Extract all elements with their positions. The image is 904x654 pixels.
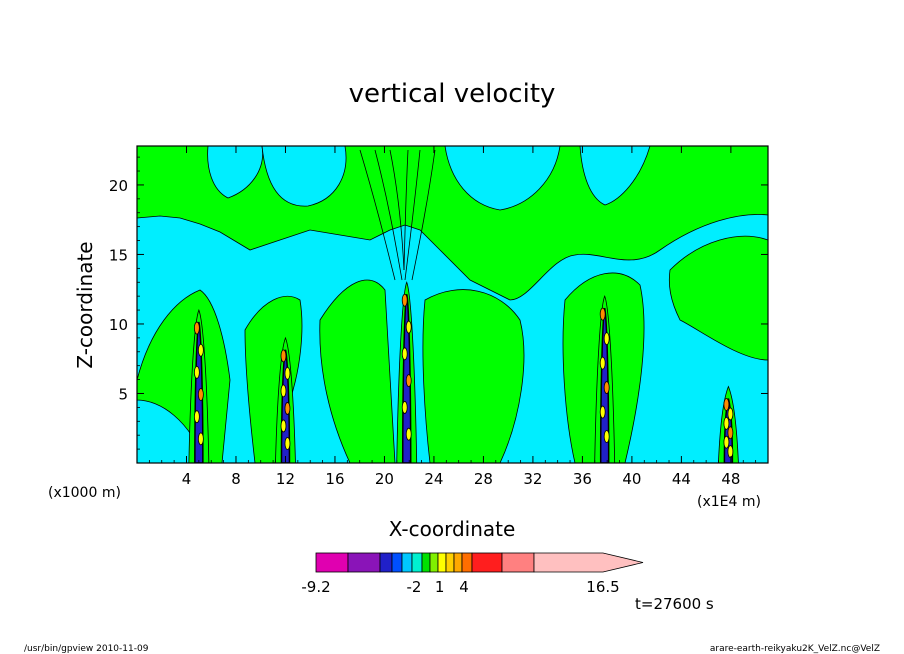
- y-axis: 5 10 15 20: [109, 156, 768, 450]
- contour-region: [668, 235, 768, 361]
- x-unit-right: (x1E4 m): [697, 494, 761, 510]
- colorbar-segment: [421, 552, 431, 573]
- colorbar-segment: [461, 552, 473, 573]
- colorbar-label: -9.2: [301, 578, 330, 596]
- x-axis: 4 8 12 16 20 24 28 32 36 40 44 48: [148, 146, 757, 488]
- colorbar-segment: [315, 552, 349, 573]
- updraft-core: [718, 385, 739, 463]
- x-tick-label: 48: [721, 470, 740, 488]
- contour-region: [207, 146, 264, 199]
- y-tick-label: 10: [109, 316, 128, 334]
- x-tick-label: 24: [424, 470, 443, 488]
- updraft-core: [188, 308, 210, 463]
- x-tick-label: 32: [523, 470, 542, 488]
- x-tick-label: 4: [182, 470, 192, 488]
- x-tick-label: 8: [231, 470, 241, 488]
- time-label: t=27600 s: [635, 595, 714, 613]
- colorbar-segment: [445, 552, 455, 573]
- footer-right: arare-earth-reikyaku2K_VelZ.nc@VelZ: [710, 644, 880, 654]
- colorbar-label: 1: [435, 578, 445, 596]
- colorbar: [315, 552, 644, 573]
- colorbar-segment: [453, 552, 463, 573]
- plot-frame: [136, 145, 769, 464]
- colorbar-segment: [379, 552, 393, 573]
- x-axis-label: X-coordinate: [389, 517, 516, 541]
- contour-fills: [137, 146, 768, 463]
- contour-region: [422, 289, 525, 463]
- colorbar-segment: [429, 552, 439, 573]
- colorbar-label: 4: [459, 578, 469, 596]
- x-tick-label: 12: [276, 470, 295, 488]
- plot-area: [136, 145, 769, 464]
- x-tick-label: 40: [622, 470, 641, 488]
- colorbar-label: -2: [407, 578, 422, 596]
- contour-region: [244, 295, 303, 463]
- chart-title: vertical velocity: [349, 79, 556, 109]
- colorbar-segment: [501, 552, 535, 573]
- x-tick-label: 36: [573, 470, 592, 488]
- updraft-core: [396, 281, 418, 463]
- contour-region: [579, 146, 651, 206]
- colorbar-labels: -9.2 -2 1 4 16.5: [301, 578, 619, 596]
- colorbar-segment: [347, 552, 381, 573]
- y-axis-label: Z-coordinate: [73, 241, 97, 368]
- contour-region: [261, 146, 347, 207]
- footer-left: /usr/bin/gpview 2010-11-09: [24, 644, 149, 654]
- colorbar-label: 16.5: [586, 578, 619, 596]
- y-tick-label: 5: [118, 385, 128, 403]
- colorbar-segment: [391, 552, 403, 573]
- x-tick-label: 20: [375, 470, 394, 488]
- contour-region: [444, 146, 561, 211]
- updraft-core: [594, 295, 616, 463]
- updraft-core: [275, 336, 296, 463]
- colorbar-segment: [471, 552, 503, 573]
- colorbar-segment: [411, 552, 423, 573]
- updraft-cores: [188, 281, 739, 463]
- x-tick-label: 28: [474, 470, 493, 488]
- colorbar-segment: [401, 552, 413, 573]
- x-unit-left: (x1000 m): [48, 485, 121, 501]
- x-tick-label: 16: [325, 470, 344, 488]
- colorbar-segment: [437, 552, 447, 573]
- colorbar-segment: [533, 552, 644, 573]
- x-tick-label: 44: [672, 470, 691, 488]
- y-tick-label: 20: [109, 177, 128, 195]
- y-tick-label: 15: [109, 246, 128, 264]
